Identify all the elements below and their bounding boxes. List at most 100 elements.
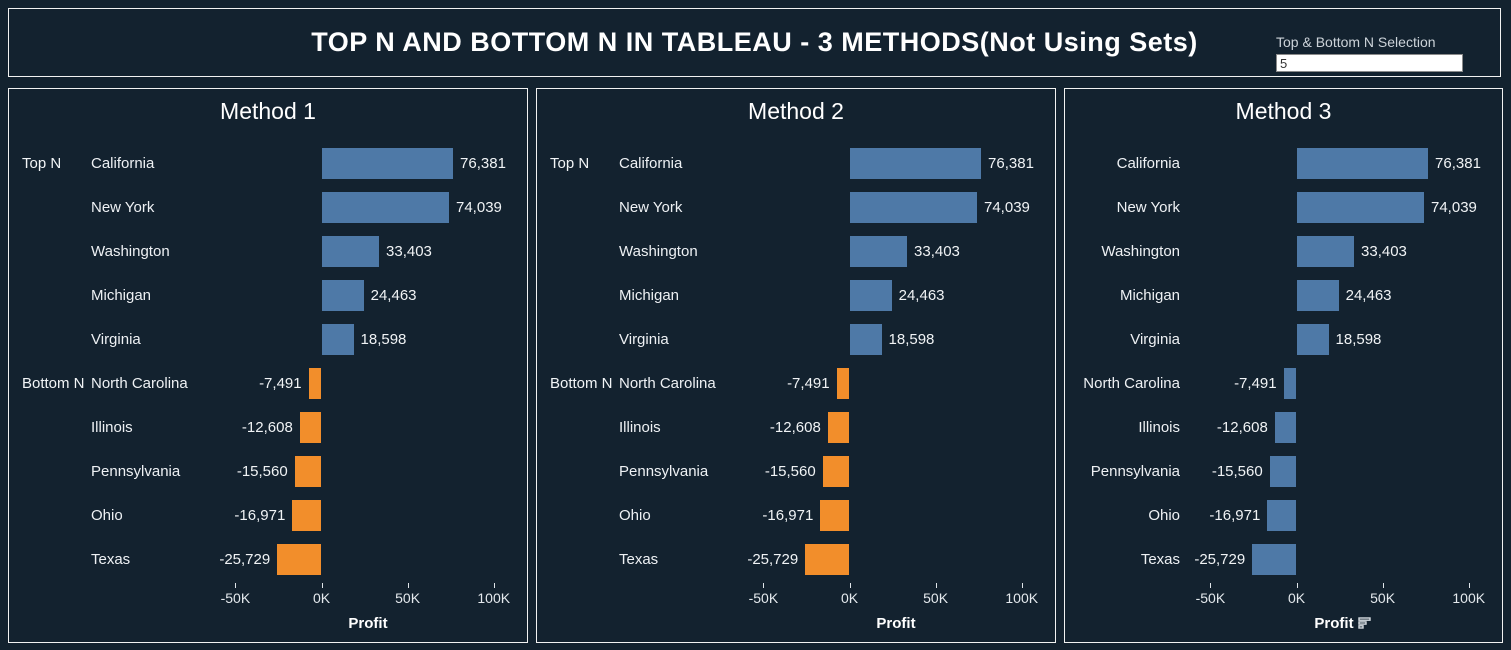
row-group-label: Bottom N [550,375,613,392]
axis-tick-label: 50K [1370,590,1396,606]
bar-michigan[interactable] [849,280,892,311]
bar-ohio[interactable] [820,500,850,531]
bar-track: -7,491 [213,362,523,406]
category-label: North Carolina [91,375,188,392]
row-group-label [13,318,91,362]
bar-pennsylvania[interactable] [822,456,850,487]
value-label: 74,039 [456,199,502,216]
value-label: 74,039 [1431,199,1477,216]
bar-track: -25,729 [213,538,523,582]
x-axis-ticks: -50K 0K 50K 100K [1188,582,1498,610]
bar-illinois[interactable] [299,412,322,443]
value-label: 33,403 [914,243,960,260]
category-label: Washington [619,243,698,260]
bar-row: Michigan 24,463 [537,274,1055,318]
bar-track: 24,463 [1188,274,1498,318]
row-group-label: Top N [550,155,590,172]
bar-row: Ohio -16,971 [9,494,527,538]
bar-track: -12,608 [1188,406,1498,450]
bar-new-york[interactable] [1296,192,1424,223]
bar-virginia[interactable] [1296,324,1329,355]
bar-rows: California 76,381 New York 74,039 Washington… [1065,142,1502,582]
bar-row: Virginia 18,598 [9,318,527,362]
category-label: Illinois [1138,419,1180,436]
bar-row: Virginia 18,598 [1065,318,1502,362]
dashboard-title: TOP N AND BOTTOM N IN TABLEAU - 3 METHOD… [311,27,1198,57]
category-label: Pennsylvania [1090,463,1180,480]
bar-texas[interactable] [277,544,322,575]
bar-washington[interactable] [1296,236,1355,267]
bar-washington[interactable] [321,236,380,267]
bar-track: 33,403 [213,230,523,274]
value-label: 24,463 [370,287,417,304]
row-group-label [541,538,619,582]
bar-track: -12,608 [213,406,523,450]
bar-north-carolina[interactable] [1283,368,1297,399]
bar-ohio[interactable] [1267,500,1297,531]
bar-california[interactable] [849,148,982,179]
value-label: -16,971 [234,507,286,524]
bar-row: Bottom N North Carolina -7,491 [537,362,1055,406]
category-label: Washington [91,243,170,260]
bar-california[interactable] [321,148,454,179]
value-label: -12,608 [1216,419,1268,436]
bar-virginia[interactable] [849,324,882,355]
bar-virginia[interactable] [321,324,354,355]
value-label: 18,598 [1335,331,1382,348]
bar-row: Top N California 76,381 [537,142,1055,186]
bar-row: Washington 33,403 [1065,230,1502,274]
bar-track: 76,381 [213,142,523,186]
bar-illinois[interactable] [827,412,850,443]
panel-title: Method 2 [748,98,844,124]
bar-texas[interactable] [1252,544,1297,575]
category-label: Virginia [619,331,669,348]
row-group-label [541,450,619,494]
sort-descending-icon[interactable] [1357,617,1372,629]
value-label: -25,729 [747,551,799,568]
bar-track: 74,039 [213,186,523,230]
bar-washington[interactable] [849,236,908,267]
bar-row: New York 74,039 [9,186,527,230]
value-label: -16,971 [762,507,814,524]
bar-row: Michigan 24,463 [9,274,527,318]
value-label: 74,039 [984,199,1030,216]
row-group-label [13,186,91,230]
axis-tick [1296,583,1298,588]
bar-ohio[interactable] [292,500,322,531]
bar-new-york[interactable] [321,192,449,223]
bar-track: 74,039 [741,186,1051,230]
row-group-label [13,450,91,494]
bar-track: -12,608 [741,406,1051,450]
category-label: Illinois [91,419,133,436]
x-axis-title: Profit [1188,615,1498,632]
axis-tick [1021,583,1023,588]
bar-row: Virginia 18,598 [537,318,1055,362]
bar-pennsylvania[interactable] [1269,456,1297,487]
value-label: -16,971 [1209,507,1261,524]
x-axis-title: Profit [876,615,916,632]
bar-texas[interactable] [805,544,850,575]
value-label: 24,463 [898,287,945,304]
bar-track: 33,403 [741,230,1051,274]
value-label: 18,598 [888,331,935,348]
bar-california[interactable] [1296,148,1429,179]
axis-tick [407,583,409,588]
bar-illinois[interactable] [1274,412,1297,443]
value-label: 76,381 [988,155,1034,172]
axis-tick-label: 0K [312,590,331,606]
value-label: -12,608 [241,419,293,436]
bar-north-carolina[interactable] [308,368,322,399]
bar-north-carolina[interactable] [836,368,850,399]
bar-track: -16,971 [213,494,523,538]
value-label: 76,381 [1435,155,1481,172]
axis-tick [1382,583,1384,588]
bar-rows: Top N California 76,381 New York 74,039 Washi… [9,142,527,582]
topn-input[interactable] [1276,54,1463,72]
bar-pennsylvania[interactable] [294,456,322,487]
bar-new-york[interactable] [849,192,977,223]
bar-michigan[interactable] [321,280,364,311]
panel-title: Method 1 [220,98,316,124]
category-label: California [1116,155,1180,172]
bar-michigan[interactable] [1296,280,1339,311]
axis-tick [1468,583,1470,588]
